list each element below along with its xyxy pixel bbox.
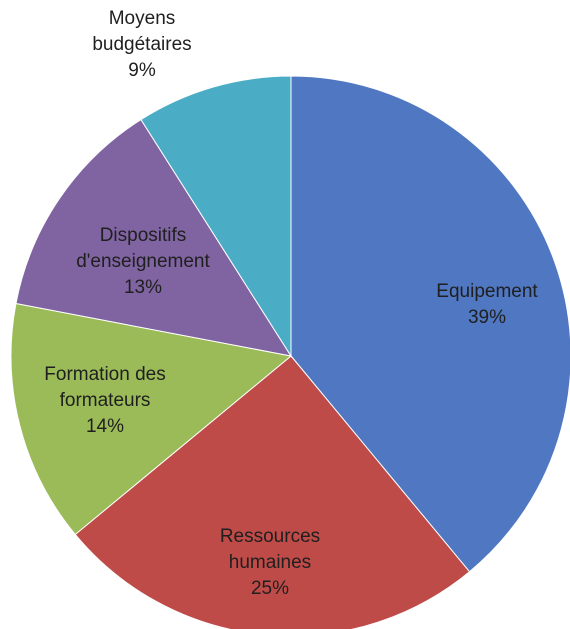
pie-slice-4 — [15, 118, 293, 357]
slice-name-label: Formation des — [44, 364, 165, 385]
slice-label-4: Dispositifs d'enseignement 13% — [76, 225, 210, 298]
slice-percent-label: 25% — [251, 578, 289, 599]
slice-percent-label: 9% — [128, 60, 156, 81]
slice-name-label: Moyens — [109, 8, 176, 29]
pie-slice-5 — [140, 75, 292, 358]
slice-label-3: Formation des formateurs 14% — [44, 364, 165, 437]
slice-label-5: Moyens budgétaires 9% — [92, 8, 191, 81]
slice-name-label: formateurs — [60, 390, 151, 411]
slice-name-label: Ressources — [220, 526, 320, 547]
pie-slice-3 — [10, 302, 293, 536]
slice-name-label: Equipement — [436, 281, 538, 302]
slice-percent-label: 13% — [124, 277, 162, 298]
pie-slice-2 — [74, 355, 471, 629]
slice-name-label: Dispositifs — [100, 225, 187, 246]
slice-percent-label: 14% — [86, 416, 124, 437]
pie-slices — [10, 75, 570, 629]
pie-labels: Equipement 39% Ressources humaines 25% Format… — [44, 8, 538, 599]
slice-label-2: Ressources humaines 25% — [220, 526, 320, 599]
slice-percent-label: 39% — [468, 307, 506, 328]
slice-label-1: Equipement 39% — [436, 281, 538, 328]
slice-name-label: budgétaires — [92, 34, 191, 55]
pie-slice-1 — [290, 75, 570, 573]
slice-name-label: d'enseignement — [76, 251, 210, 272]
slice-name-label: humaines — [229, 552, 311, 573]
